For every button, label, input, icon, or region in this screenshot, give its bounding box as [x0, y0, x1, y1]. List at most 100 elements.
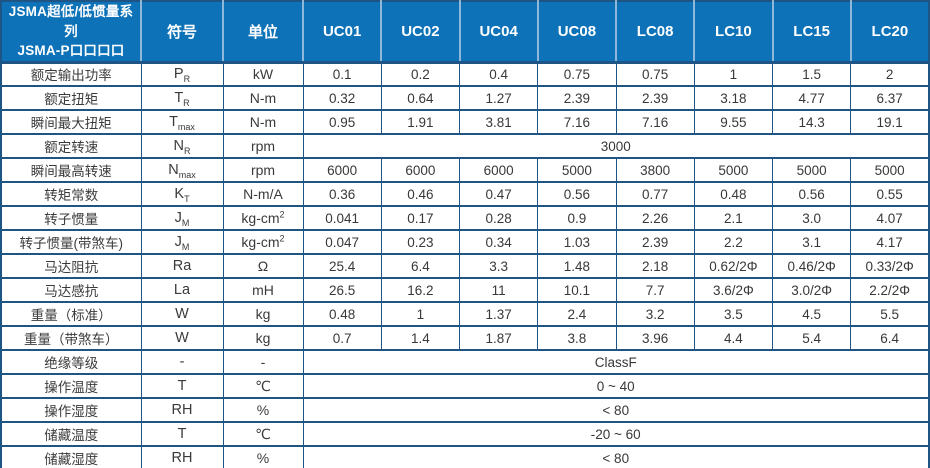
table-row: 转矩常数 KT N-m/A 0.36 0.46 0.47 0.56 0.77 0.48 0.56 0…	[0, 181, 930, 208]
value-cell-lc10: 2.1	[693, 205, 774, 232]
unit-cell: ℃	[222, 373, 304, 400]
value-cell-uc01: 25.4	[302, 253, 382, 280]
value-cell-lc20: 19.1	[850, 109, 930, 136]
value-cell-uc08: 5000	[537, 157, 617, 184]
row-label: 操作温度	[0, 373, 142, 400]
column-header-unit: 单位	[222, 1, 303, 64]
column-header-lc08: LC08	[614, 1, 695, 64]
column-header-uc08: UC08	[536, 1, 616, 64]
table-row: 马达感抗 La mH 26.5 16.2 11 10.1 7.7 3.6/2Φ 3.0/2Φ 2.2…	[0, 277, 930, 304]
value-cell-lc20: 2	[850, 61, 930, 88]
value-cell-uc01: 0.041	[302, 205, 382, 232]
value-cell-lc08: 0.75	[615, 61, 695, 88]
value-cell-lc08: 7.7	[615, 277, 695, 304]
value-cell-lc10: 2.2	[693, 229, 774, 256]
value-cell-uc08: 7.16	[537, 109, 617, 136]
value-cell-lc10: 5000	[693, 157, 774, 184]
unit-cell: kg-cm2	[222, 205, 304, 232]
value-cell-lc10: 0.62/2Φ	[693, 253, 774, 280]
column-header-uc02: UC02	[380, 1, 460, 64]
table-row: 储藏湿度 RH% < 80	[0, 445, 930, 468]
value-cell-lc08: 7.16	[615, 109, 695, 136]
value-cell-uc02: 1.4	[380, 325, 461, 352]
merged-value-cell: 0 ~ 40	[302, 373, 930, 400]
value-cell-uc04: 0.47	[458, 181, 539, 208]
unit-cell: %	[222, 445, 304, 468]
unit-cell: kW	[222, 61, 304, 88]
column-header-lc15: LC15	[771, 1, 851, 64]
symbol-cell: La	[140, 277, 224, 304]
table-row: 转子惯量 JM kg-cm2 0.041 0.17 0.28 0.9 2.26 2.1 3.0 4.…	[0, 205, 930, 232]
value-cell-lc15: 0.46/2Φ	[771, 253, 852, 280]
merged-value-cell: < 80	[302, 397, 930, 424]
table-row: 额定扭矩 TR N-m 0.32 0.64 1.27 2.39 2.39 3.18 4.77 6.3…	[0, 85, 930, 112]
merged-value-cell: -20 ~ 60	[302, 421, 930, 448]
row-label: 额定扭矩	[0, 85, 142, 112]
value-cell-lc20: 6.37	[850, 85, 930, 112]
value-cell-lc15: 5.4	[771, 325, 852, 352]
value-cell-lc08: 0.77	[615, 181, 695, 208]
value-cell-lc20: 2.2/2Φ	[850, 277, 930, 304]
value-cell-lc15: 0.56	[771, 181, 852, 208]
row-label: 转矩常数	[0, 181, 142, 208]
series-title-line1: JSMA超低/低惯量系列	[8, 4, 134, 39]
value-cell-uc08: 2.39	[537, 85, 617, 112]
value-cell-lc08: 3800	[615, 157, 695, 184]
value-cell-uc04: 0.28	[458, 205, 539, 232]
symbol-cell: KT	[140, 181, 224, 208]
symbol-cell: NR	[140, 133, 224, 160]
symbol-cell: PR	[140, 61, 224, 88]
value-cell-uc08: 1.48	[537, 253, 617, 280]
row-label: 重量（带煞车）	[0, 325, 142, 352]
symbol-cell: W	[140, 325, 224, 352]
unit-cell: kg	[222, 325, 304, 352]
symbol-cell: JM	[140, 229, 224, 256]
value-cell-lc08: 2.39	[615, 229, 695, 256]
value-cell-lc10: 0.48	[693, 181, 774, 208]
value-cell-lc08: 2.18	[615, 253, 695, 280]
value-cell-lc08: 2.39	[615, 85, 695, 112]
value-cell-lc20: 4.07	[850, 205, 930, 232]
row-label: 绝缘等级	[0, 349, 142, 376]
value-cell-lc10: 1	[693, 61, 774, 88]
value-cell-uc01: 0.047	[302, 229, 382, 256]
merged-value-cell: < 80	[302, 445, 930, 468]
symbol-cell: Ra	[140, 253, 224, 280]
symbol-cell: Tmax	[140, 109, 224, 136]
value-cell-lc10: 3.5	[693, 301, 774, 328]
table-row: 储藏温度 T ℃ -20 ~ 60	[0, 421, 930, 448]
merged-value-cell: ClassF	[302, 349, 930, 376]
column-header-lc10: LC10	[693, 1, 773, 64]
table-row: 瞬间最大扭矩 Tmax N-m 0.95 1.91 3.81 7.16 7.16 9.55 14.…	[0, 109, 930, 136]
table-row: 额定输出功率 PR kW 0.1 0.2 0.4 0.75 0.75 1 1.5 2	[0, 61, 930, 88]
value-cell-uc02: 0.23	[380, 229, 461, 256]
value-cell-lc10: 9.55	[693, 109, 774, 136]
value-cell-uc01: 0.36	[302, 181, 382, 208]
value-cell-lc20: 5.5	[850, 301, 930, 328]
table-row: 操作温度 T ℃ 0 ~ 40	[0, 373, 930, 400]
value-cell-uc02: 1	[380, 301, 461, 328]
unit-cell: -	[222, 349, 304, 376]
value-cell-uc02: 0.46	[380, 181, 461, 208]
value-cell-lc10: 3.18	[693, 85, 774, 112]
value-cell-lc15: 1.5	[771, 61, 852, 88]
series-title-line2: JSMA-P口口口口	[17, 43, 125, 59]
value-cell-uc04: 1.37	[458, 301, 539, 328]
value-cell-uc02: 0.2	[380, 61, 461, 88]
value-cell-lc08: 3.2	[615, 301, 695, 328]
value-cell-uc04: 1.87	[458, 325, 539, 352]
table-row: 马达阻抗 Ra Ω 25.4 6.4 3.3 1.48 2.18 0.62/2Φ 0.46/2Φ 0…	[0, 253, 930, 280]
unit-cell: N-m	[222, 109, 304, 136]
symbol-cell: W	[140, 301, 224, 328]
table-row: 绝缘等级 - - ClassF	[0, 349, 930, 376]
symbol-cell: TR	[140, 85, 224, 112]
value-cell-lc20: 6.4	[850, 325, 930, 352]
value-cell-lc15: 4.5	[771, 301, 852, 328]
value-cell-uc01: 0.32	[302, 85, 382, 112]
value-cell-lc15: 5000	[771, 157, 852, 184]
value-cell-lc15: 4.77	[771, 85, 852, 112]
value-cell-uc02: 0.64	[380, 85, 461, 112]
row-label: 储藏温度	[0, 421, 142, 448]
